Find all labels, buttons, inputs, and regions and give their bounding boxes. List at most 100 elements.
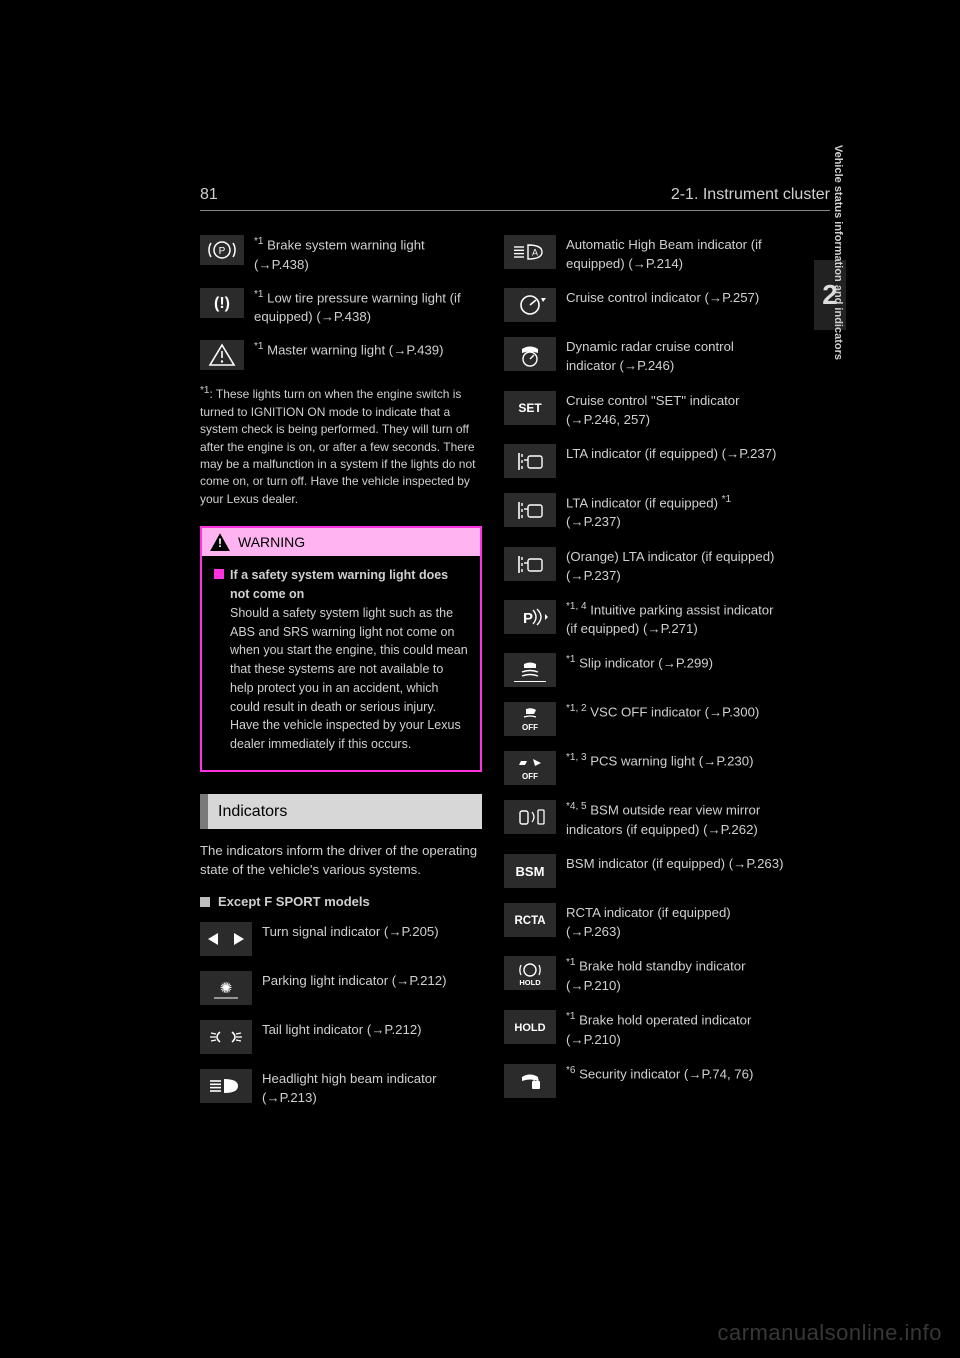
page-header: 81 2-1. Instrument cluster: [200, 186, 830, 211]
indicator-row: HOLD*1 Brake hold standby indicator (→P.…: [504, 956, 786, 995]
indicator-row: LTA indicator (if equipped) *1 (→P.237): [504, 493, 786, 532]
svg-text:OFF: OFF: [522, 772, 538, 781]
chapter-side-label: Vehicle status information and indicator…: [832, 145, 844, 360]
radar-icon: [504, 337, 556, 371]
lta-green-icon: [504, 493, 556, 527]
warning-triangle-icon: [210, 533, 230, 551]
indicator-row: *1 Slip indicator (→P.299): [504, 653, 786, 687]
svg-text:SET: SET: [518, 401, 542, 415]
brake-p-icon: P: [200, 235, 244, 265]
indicator-row: *6 Security indicator (→P.74, 76): [504, 1064, 786, 1098]
section-title: 2-1. Instrument cluster: [671, 186, 830, 204]
indicator-text: Parking light indicator (→P.212): [262, 971, 482, 990]
ahb-icon: A: [504, 235, 556, 269]
indicator-text: *1 Brake hold operated indicator (→P.210…: [566, 1010, 786, 1049]
indicator-row: Cruise control indicator (→P.257): [504, 288, 786, 322]
indicators-section-bar: Indicators: [200, 794, 482, 829]
indicator-row: SET Cruise control "SET" indicator (→P.24…: [504, 391, 786, 429]
bsm-text-icon: BSM: [504, 854, 556, 888]
set-icon: SET: [504, 391, 556, 425]
indicator-text: BSM indicator (if equipped) (→P.263): [566, 854, 786, 873]
indicators-subhead: Except F SPORT models: [218, 893, 370, 912]
indicator-text: Headlight high beam indicator (→P.213): [262, 1069, 482, 1107]
warning-subtitle: If a safety system warning light does no…: [230, 566, 468, 604]
indicator-row: *4, 5 BSM outside rear view mirror indic…: [504, 800, 786, 839]
pcs-off-icon: OFF: [504, 751, 556, 785]
footnote-sup: *1: [200, 385, 209, 396]
indicator-row: LTA indicator (if equipped) (→P.237): [504, 444, 786, 478]
footnote-text: *1: These lights turn on when the engine…: [200, 384, 482, 508]
svg-text:P: P: [523, 610, 533, 627]
footnote-body: These lights turn on when the engine swi…: [200, 387, 475, 505]
lta-orange-icon: [504, 547, 556, 581]
indicator-text: RCTA indicator (if equipped) (→P.263): [566, 903, 786, 941]
svg-text:HOLD: HOLD: [519, 978, 541, 987]
svg-text:P: P: [219, 246, 226, 257]
warning-light-row: P *1 Brake system warning light (→P.438): [200, 235, 482, 274]
tail-icon: [200, 1020, 252, 1054]
svg-text:RCTA: RCTA: [514, 915, 545, 927]
watermark: carmanualsonline.info: [717, 1320, 942, 1346]
indicator-text: (Orange) LTA indicator (if equipped) (→P…: [566, 547, 786, 585]
indicator-row: Tail light indicator (→P.212): [200, 1020, 482, 1054]
slip-icon: [504, 653, 556, 687]
indicator-text: *4, 5 BSM outside rear view mirror indic…: [566, 800, 786, 839]
warning-body-text: Should a safety system light such as the…: [230, 604, 468, 754]
sonar-icon: P: [504, 600, 556, 634]
indicator-row: A Automatic High Beam indicator (if equi…: [504, 235, 786, 273]
rcta-icon: RCTA: [504, 903, 556, 937]
brakehold-op-icon: HOLD: [504, 1010, 556, 1044]
indicator-text: LTA indicator (if equipped) *1 (→P.237): [566, 493, 786, 532]
warning-title: WARNING: [238, 532, 305, 552]
indicator-text: Automatic High Beam indicator (if equipp…: [566, 235, 786, 273]
cruise-icon: [504, 288, 556, 322]
turn-icon: [200, 922, 252, 956]
indicator-text: Turn signal indicator (→P.205): [262, 922, 482, 941]
page-number: 81: [200, 186, 218, 204]
indicators-heading: Indicators: [208, 794, 482, 829]
indicator-row: Dynamic radar cruise control indicator (…: [504, 337, 786, 375]
warning-box: WARNING If a safety system warning light…: [200, 526, 482, 772]
indicator-row: BSM BSM indicator (if equipped) (→P.263): [504, 854, 786, 888]
indicators-intro-text: The indicators inform the driver of the …: [200, 841, 482, 879]
indicator-row: OFF *1, 2 VSC OFF indicator (→P.300): [504, 702, 786, 736]
bsm-mirror-icon: [504, 800, 556, 834]
indicator-row: OFF *1, 3 PCS warning light (→P.230): [504, 751, 786, 785]
security-icon: [504, 1064, 556, 1098]
svg-text:✺: ✺: [220, 980, 233, 997]
indicator-text: Tail light indicator (→P.212): [262, 1020, 482, 1039]
warning-light-text: *1 Low tire pressure warning light (if e…: [254, 288, 482, 327]
warning-bullet-icon: [214, 569, 224, 579]
warning-light-row: *1 Master warning light (→P.439): [200, 340, 482, 370]
svg-text:OFF: OFF: [522, 723, 538, 732]
indicator-text: LTA indicator (if equipped) (→P.237): [566, 444, 786, 463]
master-icon: [200, 340, 244, 370]
square-bullet-icon: [200, 897, 210, 907]
tire-icon: (!): [200, 288, 244, 318]
svg-text:A: A: [532, 248, 538, 258]
warning-light-text: *1 Brake system warning light (→P.438): [254, 235, 482, 274]
svg-text:HOLD: HOLD: [514, 1022, 545, 1034]
indicator-row: (Orange) LTA indicator (if equipped) (→P…: [504, 547, 786, 585]
indicator-text: Cruise control indicator (→P.257): [566, 288, 786, 307]
indicator-text: *6 Security indicator (→P.74, 76): [566, 1064, 786, 1084]
indicator-text: *1, 2 VSC OFF indicator (→P.300): [566, 702, 786, 722]
vsc-off-icon: OFF: [504, 702, 556, 736]
lta-white-icon: [504, 444, 556, 478]
indicator-row: Turn signal indicator (→P.205): [200, 922, 482, 956]
indicator-row: HOLD *1 Brake hold operated indicator (→P…: [504, 1010, 786, 1049]
indicator-row: Headlight high beam indicator (→P.213): [200, 1069, 482, 1107]
indicator-text: *1, 3 PCS warning light (→P.230): [566, 751, 786, 771]
indicator-text: Dynamic radar cruise control indicator (…: [566, 337, 786, 375]
indicator-row: P *1, 4 Intuitive parking assist indicat…: [504, 600, 786, 639]
indicator-row: RCTA RCTA indicator (if equipped) (→P.263…: [504, 903, 786, 941]
indicator-text: *1, 4 Intuitive parking assist indicator…: [566, 600, 786, 639]
highbeam-icon: [200, 1069, 252, 1103]
indicator-text: *1 Slip indicator (→P.299): [566, 653, 786, 673]
warning-header: WARNING: [202, 528, 480, 556]
indicator-text: Cruise control "SET" indicator (→P.246, …: [566, 391, 786, 429]
svg-text:BSM: BSM: [516, 864, 545, 879]
section-bar-edge: [200, 794, 208, 829]
warning-light-text: *1 Master warning light (→P.439): [254, 340, 482, 370]
parking-lights-icon: ✺: [200, 971, 252, 1005]
